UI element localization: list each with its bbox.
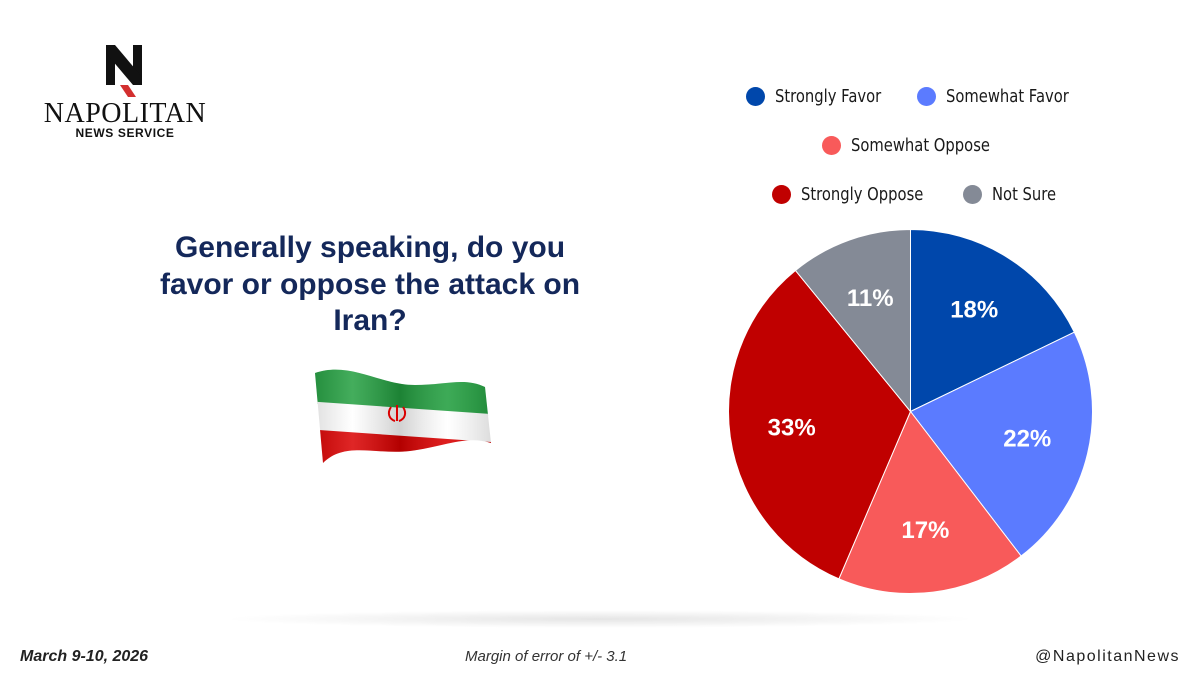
legend-swatch-somewhat-favor: [916, 87, 936, 106]
legend-item-not-sure: Not Sure: [962, 184, 1056, 205]
pie-slice-somewhat-oppose: [838, 410, 1022, 594]
legend-swatch-strongly-oppose: [772, 185, 792, 204]
brand-name: NAPOLITAN: [43, 98, 207, 129]
pie-label-somewhat-oppose: 17%: [901, 517, 949, 544]
margin-of-error: Margin of error of +/- 3.1: [465, 648, 628, 665]
legend-swatch-not-sure: [962, 185, 982, 204]
brand-logo: NAPOLITAN NEWS SERVICE: [40, 40, 220, 150]
pie-slice-not-sure: [794, 228, 911, 413]
iran-flag-icon: [315, 369, 491, 464]
legend-item-strongly-oppose: Strongly Oppose: [772, 184, 928, 205]
legend-item-somewhat-oppose: Somewhat Oppose: [821, 135, 998, 156]
pie-shadow: [220, 610, 980, 628]
pie-slice-strongly-favor: [910, 228, 1075, 413]
legend-item-strongly-favor: Strongly Favor: [746, 86, 883, 107]
legend-item-somewhat-favor: Somewhat Favor: [916, 86, 1074, 107]
pie-label-not-sure: 11%: [847, 285, 894, 312]
pie-slice-strongly-oppose: [728, 269, 912, 580]
legend-label-strongly-oppose: Strongly Oppose: [801, 184, 924, 205]
legend-swatch-somewhat-oppose: [821, 136, 841, 155]
napolitan-n-logo-icon: [106, 45, 142, 97]
poll-date: March 9-10, 2026: [20, 648, 149, 665]
legend-label-somewhat-oppose: Somewhat Oppose: [850, 135, 990, 156]
legend-label-strongly-favor: Strongly Favor: [775, 86, 882, 107]
legend-label-not-sure: Not Sure: [991, 184, 1056, 205]
poll-question: Generally speaking, do you favor or oppo…: [159, 231, 581, 338]
pie-slice-somewhat-favor: [909, 331, 1093, 557]
pie-label-strongly-favor: 18%: [950, 296, 998, 323]
chart-legend: Strongly Favor Somewhat Favor Somewhat O…: [700, 72, 1120, 219]
pie-chart: 18% 22% 17% 33% 11%: [728, 228, 1093, 594]
legend-swatch-strongly-favor: [746, 87, 766, 106]
brand-subtitle: NEWS SERVICE: [75, 126, 175, 140]
pie-label-strongly-oppose: 33%: [768, 415, 816, 442]
legend-label-somewhat-favor: Somewhat Favor: [945, 86, 1069, 107]
pie-label-somewhat-favor: 22%: [1003, 426, 1051, 453]
social-handle[interactable]: @NapolitanNews: [1035, 648, 1180, 665]
